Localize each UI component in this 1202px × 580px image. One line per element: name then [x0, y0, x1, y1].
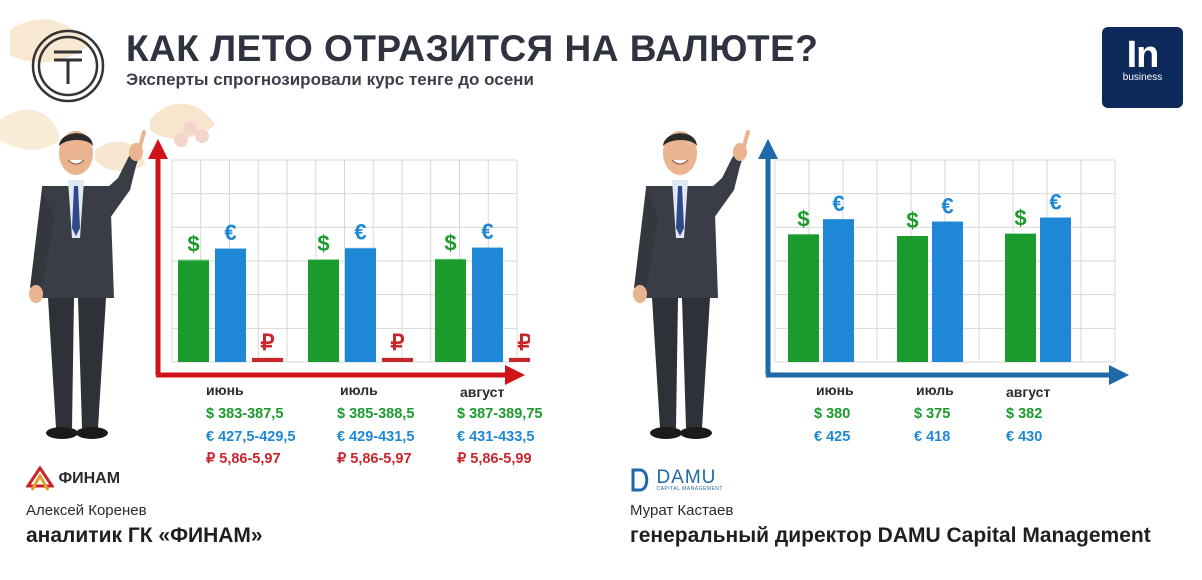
bar-range-eur	[345, 247, 376, 249]
usd-value: $ 382	[1006, 406, 1043, 422]
expert-role: аналитик ГК «ФИНАМ»	[26, 524, 263, 547]
bar-range-usd	[435, 258, 466, 260]
rub-value: ₽ 5,86-5,97	[206, 451, 281, 467]
businessman-illustration-right	[633, 130, 750, 439]
chart-damu: $ € $ € $ €	[758, 139, 1129, 385]
currency-symbol-eur: €	[354, 220, 366, 245]
bar-rub	[252, 357, 283, 362]
usd-value: $ 380	[814, 406, 851, 422]
currency-symbol-rub: ₽	[261, 330, 275, 355]
eur-value: € 431-433,5	[457, 429, 535, 445]
currency-symbol-eur: €	[832, 191, 844, 216]
bar-usd	[897, 236, 928, 362]
eur-value: € 430	[1006, 429, 1043, 445]
bar-eur	[932, 221, 963, 362]
damu-logo-text: DAMU	[656, 467, 717, 488]
logo-text: In	[1126, 34, 1160, 76]
bar-eur	[1040, 217, 1071, 362]
currency-symbol-eur: €	[941, 194, 953, 219]
month-label: июнь	[816, 382, 854, 398]
bar-usd	[178, 260, 209, 362]
bar-usd	[308, 259, 339, 362]
tenge-logo	[31, 29, 105, 103]
bar-usd	[788, 234, 819, 362]
month-label: август	[460, 384, 505, 400]
usd-value: $ 385-388,5	[337, 406, 415, 422]
currency-symbol-eur: €	[224, 220, 236, 245]
currency-symbol-usd: $	[444, 231, 456, 256]
currency-symbol-rub: ₽	[518, 330, 531, 355]
bar-rub	[509, 357, 530, 362]
month-label: август	[1006, 384, 1051, 400]
expert-role: генеральный директор DAMU Capital Manage…	[630, 524, 1151, 547]
expert-name: Алексей Коренев	[26, 502, 147, 519]
month-label: июль	[340, 382, 378, 398]
page-subtitle: Эксперты спрогнозировали курс тенге до о…	[126, 70, 534, 89]
bar-usd	[1005, 233, 1036, 362]
currency-symbol-usd: $	[317, 231, 329, 256]
finam-logo-text: ФИНАМ	[58, 470, 121, 487]
month-label: июль	[916, 382, 954, 398]
bar-range-usd	[308, 259, 339, 260]
bar-range-eur	[215, 248, 246, 249]
businessman-illustration-left	[29, 130, 146, 439]
currency-symbol-eur: €	[481, 219, 493, 244]
eur-value: € 418	[914, 429, 951, 445]
month-label: июнь	[206, 382, 244, 398]
bar-usd	[435, 259, 466, 362]
eur-value: € 427,5-429,5	[206, 429, 296, 445]
bar-eur	[215, 248, 246, 362]
usd-value: $ 383-387,5	[206, 406, 284, 422]
logo-subtext: business	[1122, 72, 1163, 83]
usd-value: $ 375	[914, 406, 951, 422]
eur-value: € 429-431,5	[337, 429, 415, 445]
bar-range-usd	[178, 259, 209, 261]
bar-eur	[472, 247, 503, 362]
bar-eur	[823, 219, 854, 362]
finam-logo-icon	[25, 465, 55, 491]
usd-value: $ 387-389,75	[457, 406, 543, 422]
rub-value: ₽ 5,86-5,97	[337, 451, 412, 467]
y-axis-arrow	[758, 139, 778, 159]
page-title: КАК ЛЕТО ОТРАЗИТСЯ НА ВАЛЮТЕ?	[126, 28, 819, 69]
damu-logo-subtext: CAPITAL MANAGEMENT	[656, 486, 723, 492]
bar-range-eur	[472, 247, 503, 248]
currency-symbol-usd: $	[1014, 206, 1026, 231]
expert-name: Мурат Кастаев	[630, 502, 734, 519]
damu-logo-icon	[631, 468, 649, 492]
inbusiness-logo: In business	[1102, 27, 1183, 108]
currency-symbol-usd: $	[187, 231, 199, 256]
eur-value: € 425	[814, 429, 851, 445]
x-axis-arrow	[1109, 365, 1129, 385]
bar-eur	[345, 248, 376, 362]
currency-symbol-usd: $	[906, 208, 918, 233]
finam-logo: ФИНАМ	[25, 465, 121, 492]
x-axis-arrow	[505, 365, 525, 385]
currency-symbol-eur: €	[1049, 190, 1061, 215]
currency-symbol-usd: $	[797, 206, 809, 231]
damu-logo: DAMU CAPITAL MANAGEMENT	[630, 468, 723, 492]
rub-value: ₽ 5,86-5,99	[457, 451, 532, 467]
currency-symbol-rub: ₽	[391, 330, 405, 355]
y-axis-arrow	[148, 139, 168, 159]
chart-finam: $ € ₽ $ € ₽ $ € ₽	[148, 139, 531, 385]
bar-rub	[382, 357, 413, 362]
